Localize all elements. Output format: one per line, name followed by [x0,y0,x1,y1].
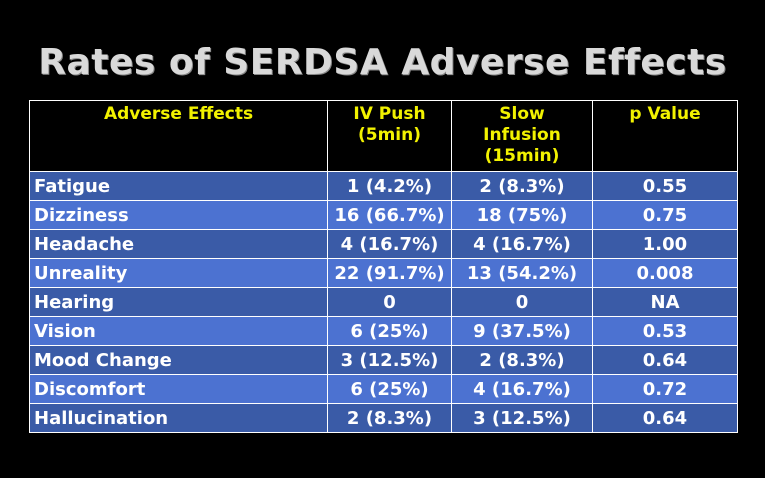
table-row: Unreality 22 (91.7%) 13 (54.2%) 0.008 [29,258,738,288]
cell-effect: Unreality [29,258,328,288]
cell-slow-infusion: 2 (8.3%) [451,345,593,375]
table-row: Vision 6 (25%) 9 (37.5%) 0.53 [29,316,738,346]
header-iv-push: IV Push (5min) [327,100,452,172]
header-slow-infusion-line-3: (15min) [484,146,560,166]
cell-p-value: 0.64 [592,345,738,375]
header-p-value-label: p Value [629,104,701,124]
header-iv-push-line-1: IV Push [353,104,426,124]
cell-effect: Dizziness [29,200,328,230]
adverse-effects-table: Adverse Effects IV Push (5min) Slow Infu… [29,100,738,433]
cell-iv-push: 0 [327,287,452,317]
cell-iv-push: 4 (16.7%) [327,229,452,259]
header-iv-push-line-2: (5min) [357,125,421,145]
cell-slow-infusion: 2 (8.3%) [451,171,593,201]
cell-slow-infusion: 4 (16.7%) [451,374,593,404]
table-row: Headache 4 (16.7%) 4 (16.7%) 1.00 [29,229,738,259]
table-row: Hallucination 2 (8.3%) 3 (12.5%) 0.64 [29,403,738,433]
cell-p-value: 0.53 [592,316,738,346]
cell-iv-push: 6 (25%) [327,374,452,404]
cell-iv-push: 16 (66.7%) [327,200,452,230]
table-row: Fatigue 1 (4.2%) 2 (8.3%) 0.55 [29,171,738,201]
cell-effect: Discomfort [29,374,328,404]
cell-slow-infusion: 13 (54.2%) [451,258,593,288]
cell-iv-push: 22 (91.7%) [327,258,452,288]
cell-p-value: 0.55 [592,171,738,201]
cell-p-value: 1.00 [592,229,738,259]
cell-slow-infusion: 18 (75%) [451,200,593,230]
cell-slow-infusion: 4 (16.7%) [451,229,593,259]
cell-effect: Hallucination [29,403,328,433]
table-header-row: Adverse Effects IV Push (5min) Slow Infu… [29,100,738,172]
table-row: Hearing 0 0 NA [29,287,738,317]
header-slow-infusion-line-2: Infusion [483,125,561,145]
cell-effect: Mood Change [29,345,328,375]
cell-effect: Fatigue [29,171,328,201]
cell-iv-push: 6 (25%) [327,316,452,346]
cell-effect: Hearing [29,287,328,317]
header-slow-infusion-line-1: Slow [499,104,545,124]
cell-iv-push: 3 (12.5%) [327,345,452,375]
cell-effect: Vision [29,316,328,346]
cell-effect: Headache [29,229,328,259]
table-row: Dizziness 16 (66.7%) 18 (75%) 0.75 [29,200,738,230]
table-row: Mood Change 3 (12.5%) 2 (8.3%) 0.64 [29,345,738,375]
slide-title: Rates of SERDSA Adverse Effects [38,42,727,83]
table-row: Discomfort 6 (25%) 4 (16.7%) 0.72 [29,374,738,404]
header-p-value: p Value [592,100,738,172]
header-adverse-effects: Adverse Effects [29,100,328,172]
cell-p-value: 0.72 [592,374,738,404]
header-adverse-effects-label: Adverse Effects [103,104,254,124]
cell-p-value: 0.008 [592,258,738,288]
cell-iv-push: 2 (8.3%) [327,403,452,433]
cell-slow-infusion: 0 [451,287,593,317]
cell-slow-infusion: 9 (37.5%) [451,316,593,346]
cell-p-value: NA [592,287,738,317]
cell-slow-infusion: 3 (12.5%) [451,403,593,433]
cell-iv-push: 1 (4.2%) [327,171,452,201]
header-slow-infusion: Slow Infusion (15min) [451,100,593,172]
cell-p-value: 0.75 [592,200,738,230]
cell-p-value: 0.64 [592,403,738,433]
